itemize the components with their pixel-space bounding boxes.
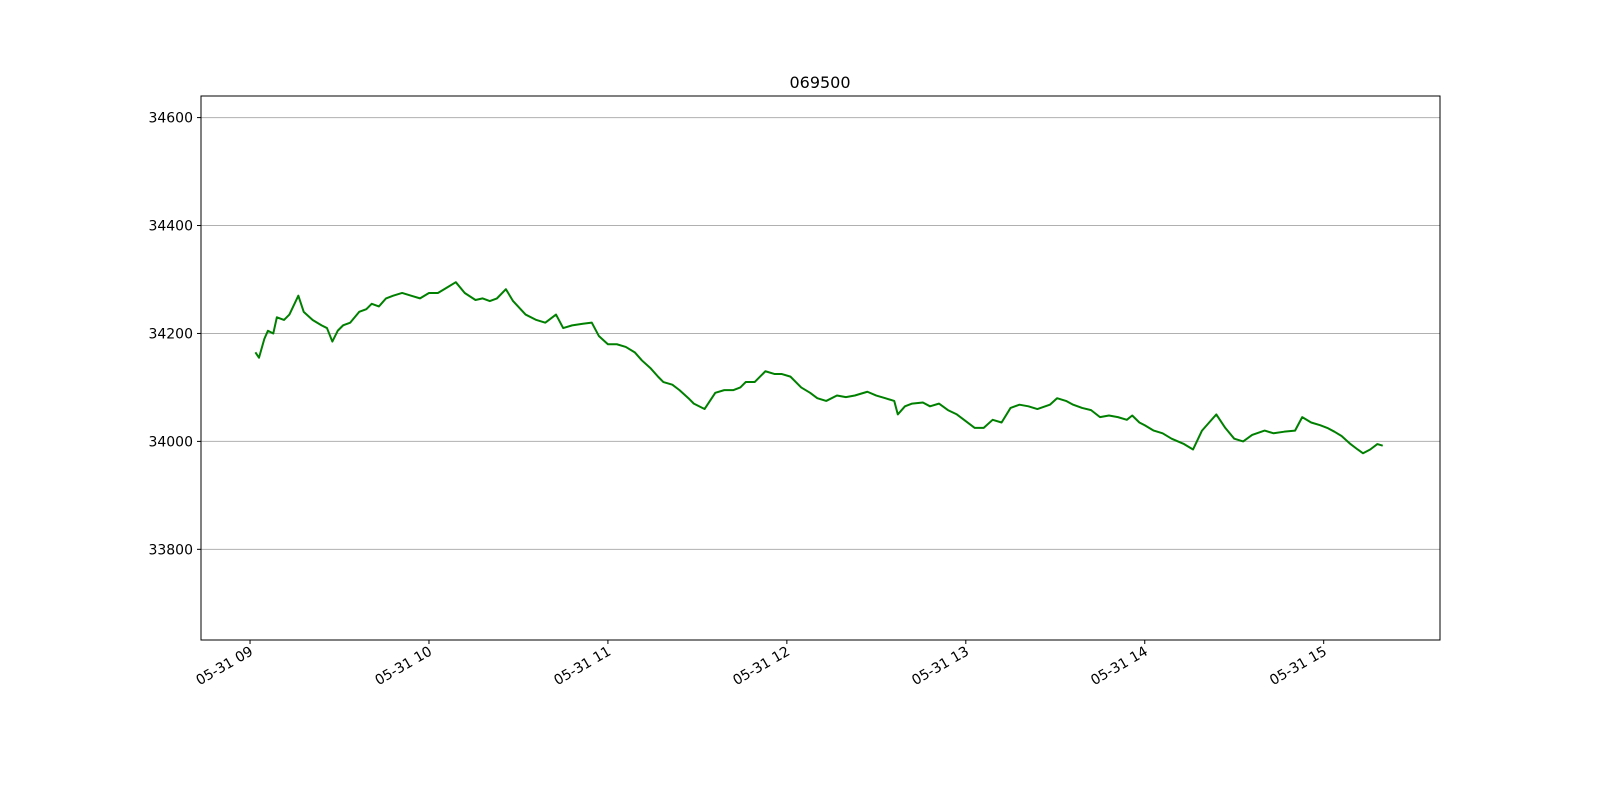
y-tick-label: 33800: [148, 542, 193, 558]
plot-frame: [200, 95, 1441, 641]
y-tick-label: 34200: [148, 326, 193, 342]
line-series: [254, 281, 1384, 455]
chart-title: 069500: [789, 73, 850, 92]
y-tick-label: 34000: [148, 434, 193, 450]
y-tick-label: 34600: [148, 111, 193, 127]
y-tick-label: 34400: [148, 219, 193, 235]
